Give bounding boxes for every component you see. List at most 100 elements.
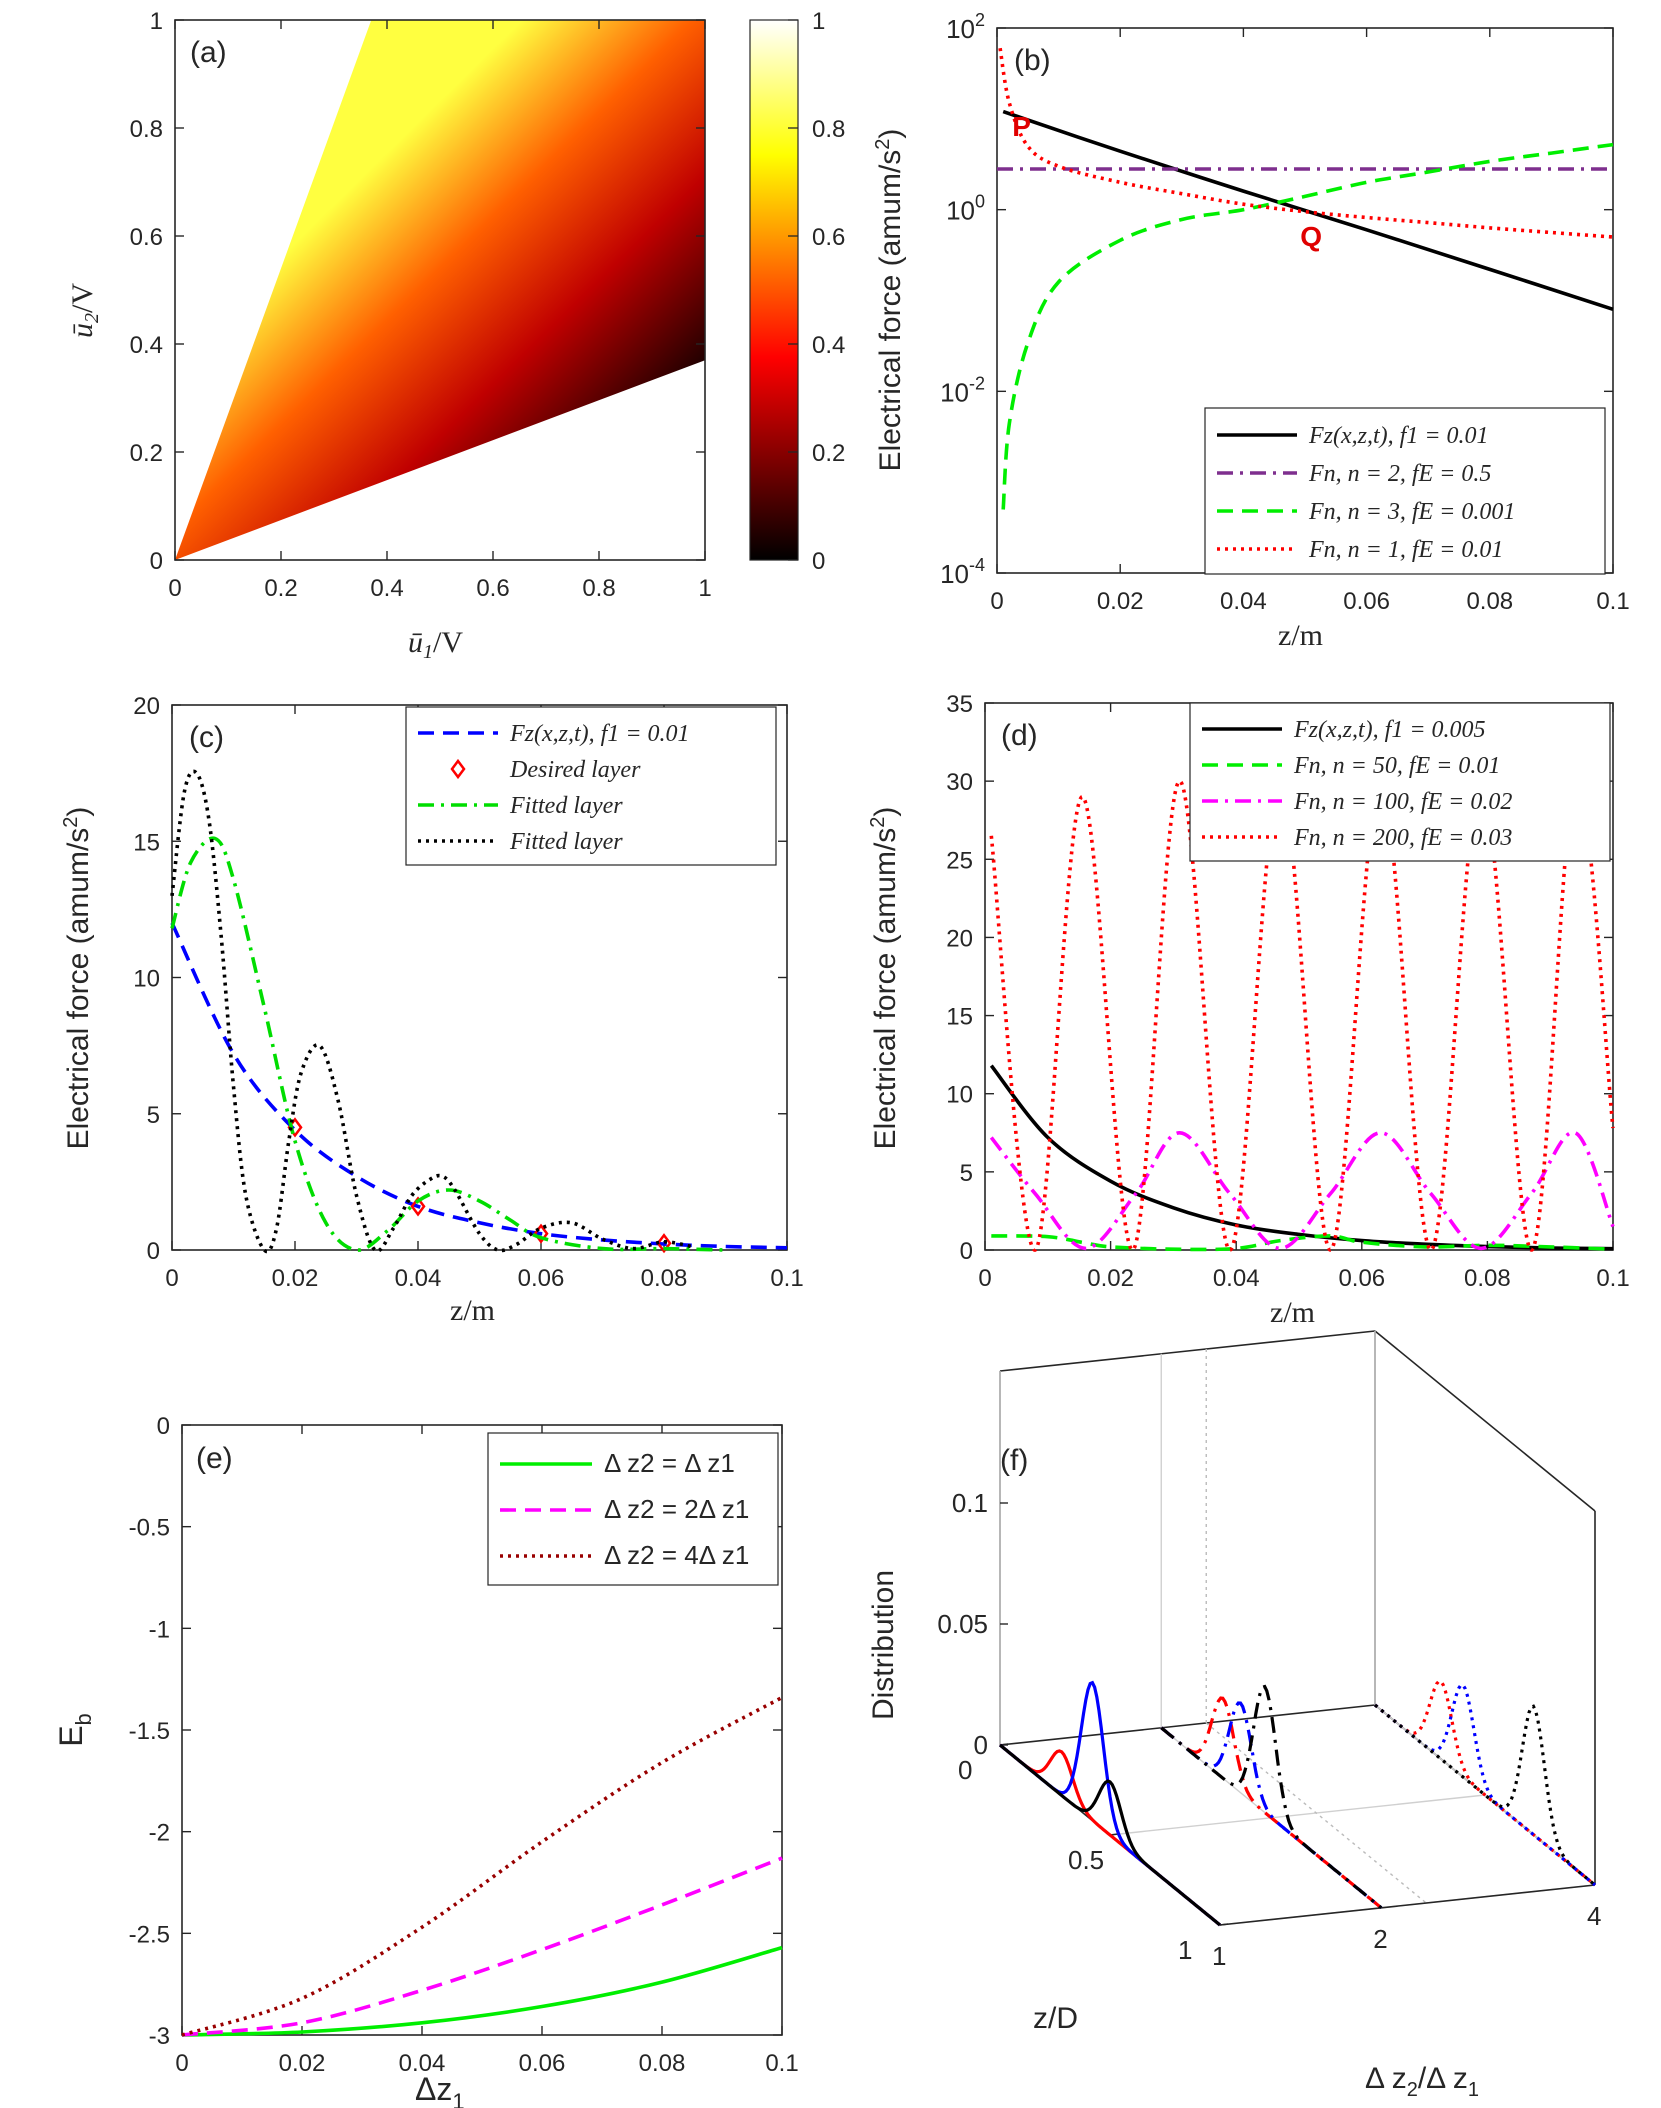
y-tick-base: 10 (946, 14, 975, 44)
x-tick-label: 0.6 (476, 575, 509, 602)
panel-c: 0 0.02 0.04 0.06 0.08 0.1 0 5 10 15 20 (c) z/m Ele… (60, 693, 804, 1327)
y-tick-label: -2 (149, 1820, 170, 1847)
panel-f-label: (f) (1000, 1444, 1028, 1477)
panel-e-ticks: 0 0.02 0.04 0.06 0.08 0.1 -3 -2.5 -2 -1.5 -1 -0.5 0 (129, 1413, 799, 2077)
heatmap-wedge (175, 20, 705, 560)
colorbar-tick-label: 0.6 (812, 224, 845, 251)
x-tick-label: 0 (168, 575, 181, 602)
panel-b-label: (b) (1014, 44, 1051, 77)
series-line-2 (989, 1130, 1615, 1251)
x-tick-label: 0 (978, 1265, 991, 1292)
series-line-1 (181, 1856, 783, 2037)
x-tick-label: 0.02 (272, 1265, 319, 1292)
series-line-3 (989, 778, 1615, 1252)
x-tick-label: 0.06 (518, 1265, 565, 1292)
panel-a-label: (a) (190, 36, 227, 69)
y-tick-exp: 0 (975, 192, 985, 212)
y-tick-label: -1.5 (129, 1718, 170, 1745)
y-tick-exp: -2 (969, 373, 985, 393)
series-line-2 (181, 1695, 783, 2037)
x-tick-label: 0 (990, 588, 1003, 615)
panel-b-series (997, 47, 1614, 510)
y-tick-label: 20 (133, 693, 160, 720)
distribution-curve-0-1 (998, 1680, 1222, 1927)
panel-c-series (170, 769, 788, 1254)
panel-a-axes-box (174, 19, 706, 561)
y-tick-label: 5 (960, 1160, 973, 1187)
y-tick-label: 10-4 (940, 555, 985, 589)
x-tick-label: 0.08 (641, 1265, 688, 1292)
desired-layer-marker (656, 1233, 672, 1254)
z-tick-label: 0 (974, 1730, 988, 1760)
x-tick-label: 0.1 (765, 2050, 798, 2077)
distribution-curve-0-2 (998, 1743, 1222, 1927)
x-tick-mark (1219, 1923, 1229, 1926)
x-tick-label: 1 (698, 575, 711, 602)
panel-a-ylabel: ū2/V (66, 283, 103, 338)
legend-label-1: Δ z2 = 2Δ z1 (604, 1494, 749, 1524)
legend-label-2: Fn, n = 3, fE = 0.001 (1308, 499, 1515, 525)
distribution-curve-2-1 (1373, 1683, 1597, 1887)
x-tick-label: 0 (165, 1265, 178, 1292)
y-tick-exp: -4 (969, 555, 985, 575)
x-tick-label: 0.08 (1464, 1265, 1511, 1292)
series-line-3 (998, 47, 1614, 239)
legend-label-3: Fitted layer (509, 829, 623, 855)
legend-label-3: Fn, n = 1, fE = 0.01 (1308, 537, 1503, 563)
panel-b-legend: Fz(x,z,t), f1 = 0.01 Fn, n = 2, fE = 0.5 F… (1204, 407, 1606, 575)
colorbar-tick-label: 1 (812, 8, 825, 35)
y-tick-label: 15 (133, 829, 160, 856)
panel-f: 0 0.5 1 1 2 4 0 0.05 0.1 (f) z/D Δ z2/Δ z1 Distr… (867, 1330, 1601, 2101)
panel-e-xlabel: Δz1 (415, 2071, 465, 2108)
y-tick-label: -3 (149, 2023, 170, 2050)
x-tick-label: 0.08 (639, 2050, 686, 2077)
y-tick-exp: 2 (975, 10, 985, 30)
x-tick-label: 0.04 (399, 2050, 446, 2077)
panel-d-ylabel: Electrical force (amum/s2) (867, 807, 902, 1150)
y-tick-label: 4 (1587, 1901, 1601, 1931)
y-tick-label: 20 (946, 925, 973, 952)
axis-edge (1374, 1330, 1596, 1512)
panel-e-series (181, 1695, 783, 2037)
annotation-q: Q (1300, 221, 1322, 252)
y-tick-label: 100 (946, 192, 985, 226)
x-tick-label: 0.08 (1466, 588, 1513, 615)
y-tick-label: 0 (960, 1238, 973, 1265)
y-tick-label: 5 (147, 1102, 160, 1129)
panel-a: 0 0.2 0.4 0.6 0.8 1 0 0.2 0.4 0.6 0.8 1 (a) ū1/V ū2… (66, 8, 845, 663)
legend-label-2: Fitted layer (509, 793, 623, 819)
panel-e: 0 0.02 0.04 0.06 0.08 0.1 -3 -2.5 -2 -1.5 -1 -0.50 … (53, 1413, 799, 2108)
legend-label-0: Fz(x,z,t), f1 = 0.01 (509, 721, 690, 747)
x-tick-label: 0.02 (1087, 1265, 1134, 1292)
axis-edge (999, 1704, 1376, 1746)
panel-e-label: (e) (196, 1442, 233, 1475)
series-line-2 (170, 836, 726, 1252)
legend-label-0: Fz(x,z,t), f1 = 0.01 (1308, 423, 1489, 449)
x-tick-label: 0.06 (1338, 1265, 1385, 1292)
legend-label-0: Fz(x,z,t), f1 = 0.005 (1293, 717, 1486, 743)
panel-d-series (989, 778, 1615, 1252)
panel-c-legend: Fz(x,z,t), f1 = 0.01 Desired layer Fitted … (405, 706, 777, 866)
y-tick-label: 0.8 (130, 116, 163, 143)
panel-f-ticks: 0 0.5 1 1 2 4 0 0.05 0.1 (937, 1488, 1601, 1971)
panel-f-xlabel: z/D (1033, 2002, 1078, 2035)
y-tick-label: 102 (946, 10, 985, 44)
x-tick-label: 0.02 (1097, 588, 1144, 615)
colorbar-tick-label: 0 (812, 548, 825, 575)
panel-f-ylabel: Δ z2/Δ z1 (1365, 2062, 1479, 2101)
x-tick-label: 0.02 (279, 2050, 326, 2077)
panel-c-label: (c) (189, 721, 224, 754)
legend-label-1: Fn, n = 50, fE = 0.01 (1293, 753, 1500, 779)
x-tick-label: 0.1 (770, 1265, 803, 1292)
y-tick-label: 10-2 (940, 373, 985, 407)
y-tick-label: -1 (149, 1616, 170, 1643)
x-tick-label: 0 (175, 2050, 188, 2077)
distribution-curve-1-1 (1160, 1701, 1383, 1910)
panel-c-ticks: 0 0.02 0.04 0.06 0.08 0.1 0 5 10 15 20 (133, 693, 803, 1292)
legend-label-2: Δ z2 = 4Δ z1 (604, 1540, 749, 1570)
y-tick-label: 10 (946, 1082, 973, 1109)
y-tick-label: 1 (150, 8, 163, 35)
panel-d-label: (d) (1001, 719, 1038, 752)
